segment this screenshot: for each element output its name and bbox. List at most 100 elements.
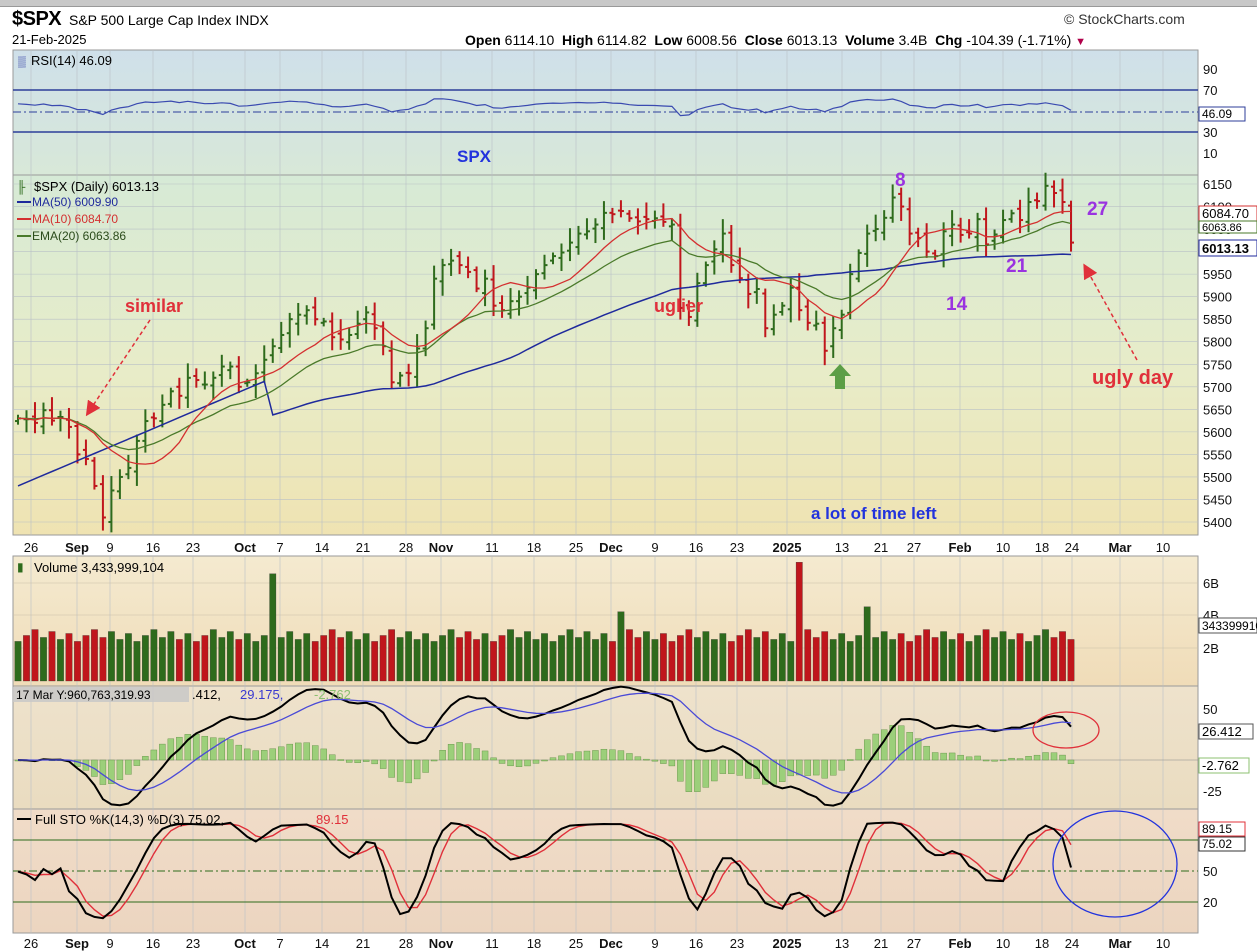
volume-bar [167,631,175,682]
ohlc-bar [482,269,489,307]
macd-histogram-bar [1033,754,1041,761]
ohlc-bar [337,319,344,350]
volume-bar [1033,635,1041,682]
volume-bar [694,637,701,682]
ohlc-bar [881,210,888,241]
volume-value-tag: 3433999104 [1198,617,1257,634]
volume-bar [770,639,778,682]
volume-bar [668,641,676,682]
x-axis-date-label-bottom: 10 [996,936,1010,951]
ohlc-bar [218,354,225,387]
ma50-line [17,253,1072,487]
macd-red-circle [1032,711,1100,749]
macd-histogram-bar [167,738,175,761]
volume-bar [1042,629,1049,682]
sto-legend: Full STO %K(14,3) %D(3) 75.02, [35,812,224,827]
price-bar-icon: ╟ [17,180,26,195]
sto-blue-circle [1052,810,1178,918]
x-axis-date-label-bottom: Sep [65,936,89,951]
macd-histogram-bar [473,748,480,761]
x-axis-date-label: Nov [429,540,454,555]
macd-histogram-bar [863,739,871,761]
volume-bar [150,629,158,682]
ohlc-bar [99,475,106,531]
ma10-line [17,210,1072,465]
volume-bar [226,631,234,682]
ohlc-bar [711,240,718,275]
volume-bar [948,639,956,682]
volume-bar [566,629,574,682]
volume-bar [1025,641,1032,682]
ohlc-bar [91,457,98,490]
macd-histogram-bar [982,759,990,762]
volume-value: 3.4B [898,32,928,48]
macd-histogram-bar [388,759,395,778]
macd-histogram-bar [278,746,285,761]
svg-text:46.09: 46.09 [1202,107,1232,121]
price-axis-label: 5450 [1203,492,1232,507]
price-axis-label: 5800 [1203,335,1232,350]
macd-histogram-bar [320,748,327,761]
volume-bar [379,635,387,682]
close-label: Close [744,32,783,48]
volume-bar [422,633,429,682]
volume-bar [914,635,922,682]
volume-bar [362,633,370,682]
ohlc-bar [354,310,361,340]
macd-histogram-bar [566,753,574,761]
macd-histogram-bar [1050,752,1058,761]
x-axis-date-label-bottom: 18 [1035,936,1049,951]
ohlc-bar [1051,180,1058,208]
ohlc-bar [983,207,990,257]
svg-text:75.02: 75.02 [1202,837,1232,851]
macd-histogram-bar [218,737,226,761]
ohlc-bar [116,469,123,500]
macd-histogram-bar [974,755,981,761]
volume-bar [371,641,379,682]
macd-histogram-bar [524,759,531,767]
volume-bar [57,639,64,682]
volume-bar [880,631,888,682]
volume-bar [634,637,642,682]
ohlc-bar [74,421,81,464]
macd-histogram-bar [108,759,115,784]
macd-histogram-bar [396,759,404,782]
volume-bar [532,639,540,682]
macd-histogram-bar [634,756,642,761]
macd-histogram-bar [821,759,828,779]
volume-bar [498,635,506,682]
price-axis-label: 5400 [1203,515,1232,530]
volume-bar [600,633,608,682]
volume-bar [829,639,837,682]
chart-date: 21-Feb-2025 [12,32,87,47]
sto-axis-label: 50 [1203,864,1217,879]
volume-bar [558,635,565,682]
volume-bar [235,639,243,682]
ohlc-bar [855,249,862,283]
time-left-annotation: a lot of time left [811,504,937,523]
volume-bar [116,639,124,682]
ugly-day-annotation: ugly day [1092,367,1174,389]
x-axis-date-label-bottom: 24 [1065,936,1079,951]
macd-histogram-bar [252,750,259,761]
macd-histogram-bar [558,755,565,761]
volume-bar [957,633,964,682]
x-axis-date-label-bottom: Mar [1108,936,1131,951]
x-axis-date-label-bottom: 28 [399,936,413,951]
volume-bar [243,633,251,682]
volume-bar [744,629,752,682]
high-label: High [562,32,594,48]
volume-bar [855,635,863,682]
ohlc-bar [465,256,472,279]
rsi-value-tag: 46.09 [1198,106,1246,122]
x-axis-date-label-bottom: 9 [651,936,658,951]
ohlc-bar [235,356,242,394]
volume-bar [269,573,277,682]
ma10-legend: MA(10) 6084.70 [32,212,118,226]
macd-histogram-bar [345,759,353,763]
ohlc-bar [694,272,701,327]
ohlc-bar [150,412,157,428]
x-axis-date-label-bottom: 18 [527,936,541,951]
ohlc-bar [685,300,692,326]
